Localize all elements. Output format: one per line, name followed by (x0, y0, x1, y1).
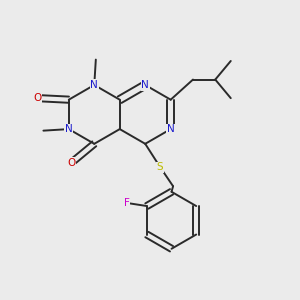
Text: N: N (141, 80, 149, 90)
Text: N: N (90, 80, 98, 90)
Text: O: O (67, 158, 75, 168)
Text: N: N (167, 124, 175, 134)
Text: F: F (124, 198, 130, 208)
Text: S: S (157, 162, 164, 172)
Text: N: N (65, 124, 73, 134)
Text: O: O (34, 93, 42, 103)
